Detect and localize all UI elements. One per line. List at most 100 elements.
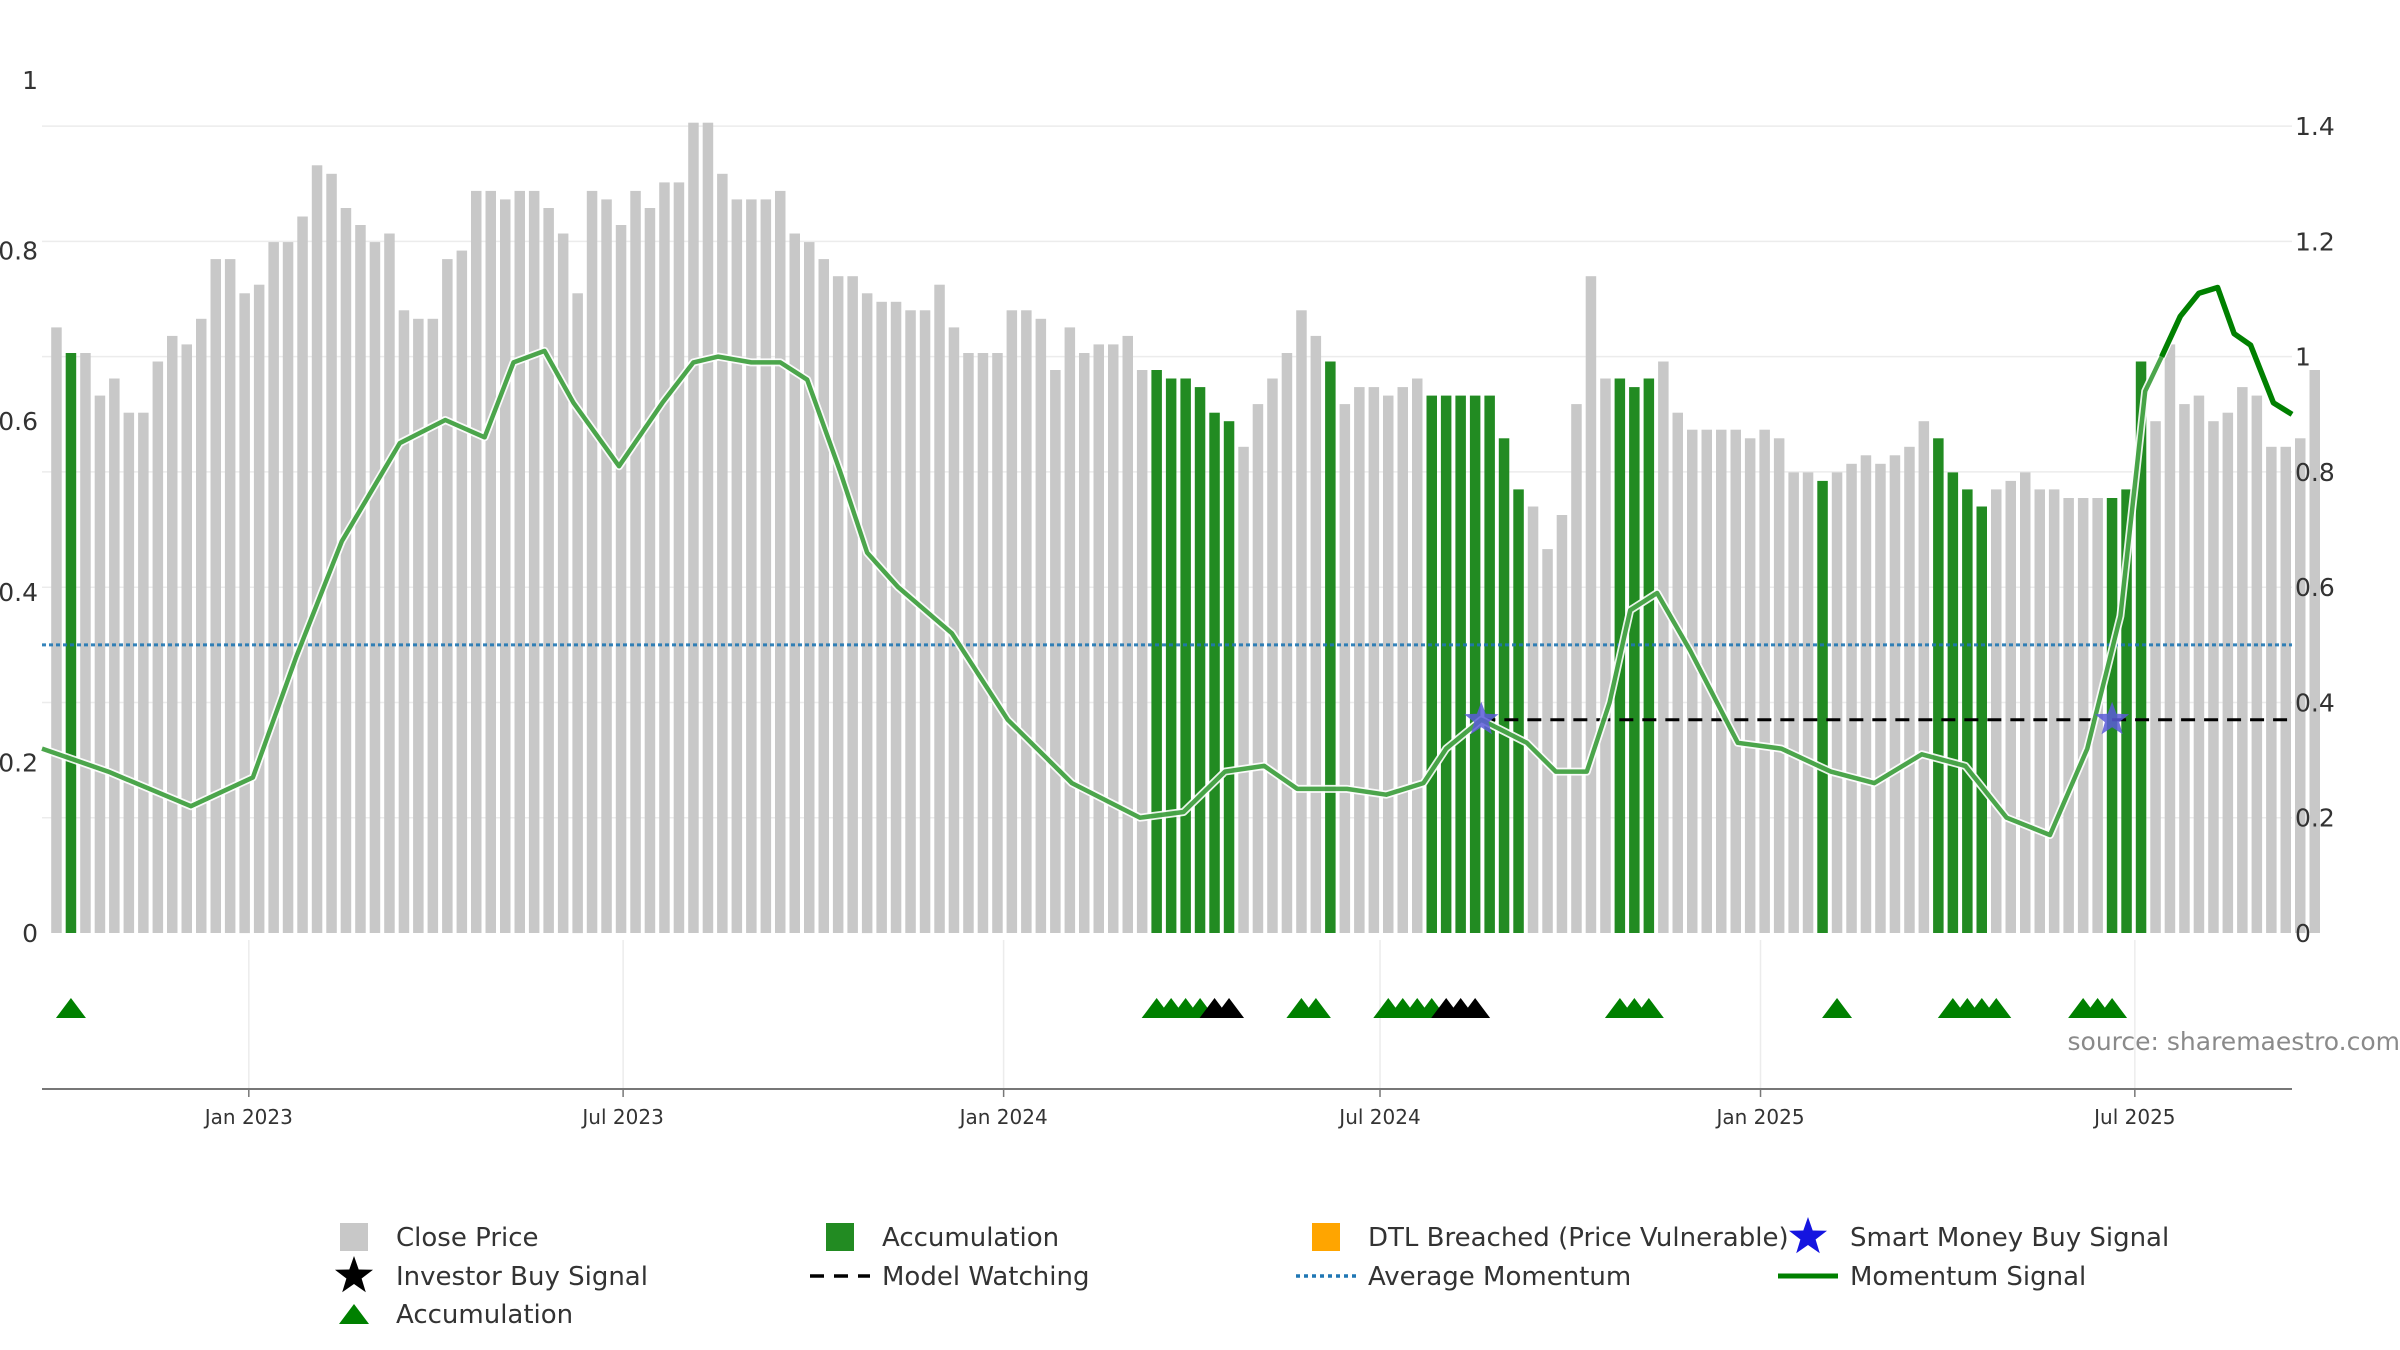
- y-left-tick-label: 0.2: [0, 748, 38, 777]
- close-price-bar: [992, 353, 1003, 933]
- close-price-bar: [818, 259, 829, 934]
- accumulation-bar: [65, 353, 77, 933]
- close-price-bar: [500, 199, 511, 933]
- close-price-bar: [1050, 370, 1061, 933]
- legend-label: DTL Breached (Price Vulnerable): [1368, 1223, 1789, 1253]
- close-price-bar: [123, 412, 135, 933]
- close-price-bar: [1238, 446, 1249, 933]
- close-price-bar: [2280, 446, 2291, 933]
- legend-item: Smart Money Buy Signal: [1789, 1217, 2169, 1254]
- close-price-bar: [398, 310, 410, 933]
- close-price-bar: [369, 242, 381, 934]
- close-price-bar: [1802, 472, 1814, 933]
- smart-money-buy-star: [1464, 701, 1499, 735]
- x-tick-label: Jul 2025: [2092, 1105, 2175, 1129]
- close-price-bar: [702, 122, 714, 933]
- legend-swatch: [340, 1223, 368, 1251]
- close-price-bar: [1744, 438, 1756, 933]
- accumulation-bar: [1165, 378, 1177, 933]
- close-price-bar: [804, 242, 815, 934]
- close-price-bar: [1064, 327, 1076, 933]
- close-price-bar: [586, 190, 598, 933]
- close-price-bar: [311, 165, 323, 934]
- legend-item: Accumulation: [339, 1300, 573, 1330]
- y-left-tick-label: 0.8: [0, 237, 38, 266]
- investor-buy-triangle: [1214, 998, 1245, 1018]
- close-price-bar: [224, 259, 236, 934]
- close-price-bar: [51, 327, 62, 933]
- legend-item: Accumulation: [826, 1223, 1059, 1253]
- legend-item: Average Momentum: [1296, 1262, 1631, 1292]
- accumulation-bar: [2135, 361, 2147, 933]
- close-price-bar: [1773, 438, 1785, 933]
- y-right-tick-label: 0.4: [2295, 688, 2335, 717]
- accumulation-bar: [1194, 387, 1206, 934]
- close-price-bar: [1252, 404, 1264, 934]
- x-tick-label: Jan 2024: [958, 1105, 1048, 1129]
- accumulation-bar: [1180, 378, 1191, 933]
- close-price-bar: [2193, 395, 2205, 934]
- close-price-bar: [2034, 489, 2045, 933]
- legend-item: Model Watching: [810, 1262, 1089, 1292]
- legend-star-icon: [335, 1256, 373, 1293]
- close-price-bar: [1267, 378, 1278, 933]
- x-tick-label: Jan 2023: [203, 1105, 293, 1129]
- y-right-tick-label: 1.2: [2295, 227, 2335, 256]
- close-price-bar: [2208, 421, 2219, 933]
- y-right-tick-label: 0.2: [2295, 804, 2335, 833]
- close-price-bar: [326, 173, 337, 934]
- close-price-bar: [1585, 276, 1597, 933]
- close-price-bar: [832, 276, 844, 933]
- close-price-bar: [1759, 429, 1770, 933]
- close-price-bar: [268, 242, 279, 934]
- accumulation-bar: [1151, 370, 1162, 933]
- y-left-tick-label: 1: [22, 66, 38, 95]
- accumulation-bar: [1976, 506, 1987, 933]
- close-price-bar: [80, 353, 91, 933]
- close-price-bar: [1397, 387, 1408, 934]
- legend-label: Smart Money Buy Signal: [1850, 1223, 2169, 1253]
- y-left-tick-label: 0.4: [0, 578, 38, 607]
- legend-label: Investor Buy Signal: [396, 1262, 648, 1292]
- y-right-tick-label: 0: [2295, 919, 2311, 948]
- close-price-bar: [1006, 310, 1018, 933]
- close-price-bar: [2309, 370, 2320, 933]
- close-price-bar: [196, 318, 207, 933]
- close-price-bar: [2237, 387, 2248, 934]
- y-right-tick-label: 1.4: [2295, 112, 2335, 141]
- legend-swatch: [1312, 1223, 1340, 1251]
- legend-star-icon: [1789, 1217, 1827, 1254]
- close-price-bar: [1600, 378, 1611, 933]
- close-price-bar: [919, 310, 931, 933]
- legend-label: Average Momentum: [1368, 1262, 1631, 1292]
- close-price-bar: [1991, 489, 2002, 933]
- close-price-bar: [1918, 421, 1930, 933]
- accumulation-bar: [1513, 489, 1524, 933]
- close-price-bar: [282, 242, 294, 934]
- accumulation-bar: [1209, 412, 1220, 933]
- close-price-bar: [340, 208, 352, 933]
- accumulation-bar: [1817, 480, 1828, 933]
- close-price-bar: [746, 199, 757, 933]
- close-price-bar: [1122, 335, 1133, 933]
- close-price-bar: [876, 301, 887, 933]
- close-price-bar: [1542, 549, 1553, 933]
- close-price-bar: [384, 233, 395, 933]
- close-price-bar: [1730, 429, 1741, 933]
- close-price-bar: [2077, 498, 2089, 933]
- legend-label: Accumulation: [396, 1300, 573, 1330]
- close-price-bar: [731, 199, 743, 933]
- close-price-bar: [239, 293, 250, 934]
- source-credit: source: sharemaestro.com: [2068, 1027, 2400, 1056]
- accumulation-bar: [1469, 395, 1481, 934]
- close-price-bar: [1904, 446, 1915, 933]
- close-price-bar: [1354, 387, 1365, 934]
- close-price-bar: [253, 284, 265, 933]
- accumulation-bar: [1629, 387, 1640, 934]
- accumulation-triangle: [1300, 998, 1331, 1018]
- close-price-bar: [905, 310, 916, 933]
- close-price-bar: [109, 378, 120, 933]
- close-price-bar: [1889, 455, 1901, 933]
- close-price-bar: [514, 190, 525, 933]
- legend-item: Investor Buy Signal: [335, 1256, 648, 1293]
